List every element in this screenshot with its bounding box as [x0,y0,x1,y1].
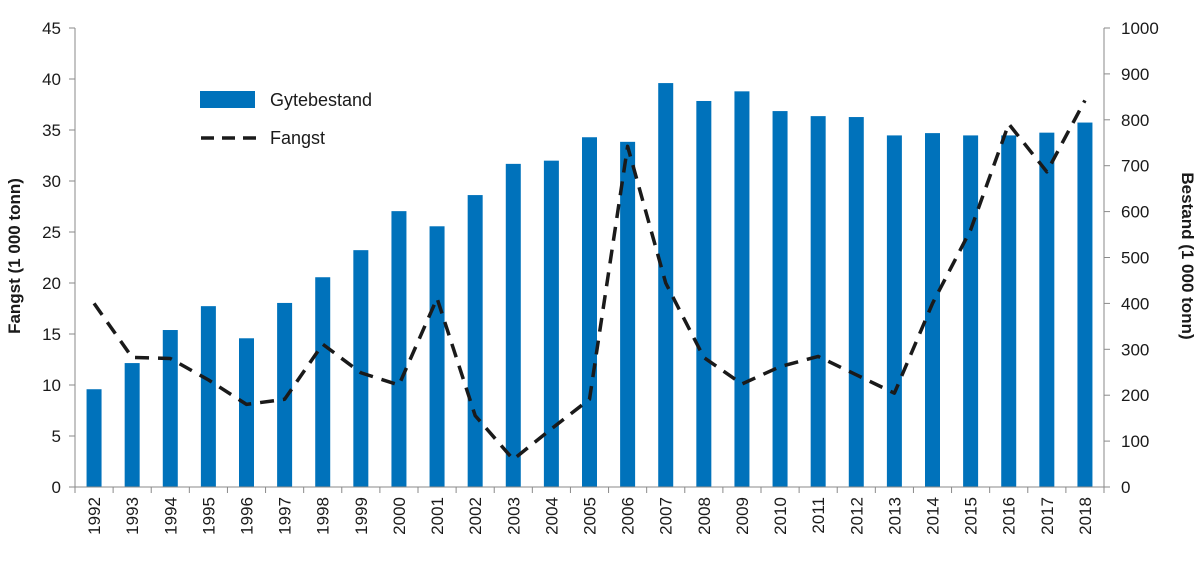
bar-2013 [887,135,902,487]
y-left-tick-label-15: 15 [42,325,61,344]
y-left-tick-label-20: 20 [42,274,61,293]
x-tick-label-2017: 2017 [1038,497,1057,535]
x-tick-label-2003: 2003 [504,497,523,535]
x-tick-label-1997: 1997 [276,497,295,535]
legend: Gytebestand Fangst [200,90,372,148]
x-tick-label-1992: 1992 [85,497,104,535]
bar-2011 [811,116,826,487]
y-left-tick-label-35: 35 [42,121,61,140]
bar-1999 [353,250,368,487]
y-left-tick-label-25: 25 [42,223,61,242]
y-axis-right-title: Bestand (1 000 tonn) [1178,172,1197,339]
x-tick-label-2001: 2001 [428,497,447,535]
bar-1992 [87,389,102,487]
y-left-tick-label-30: 30 [42,172,61,191]
y-right-tick-label-500: 500 [1121,249,1149,268]
bar-2017 [1039,133,1054,487]
bar-2004 [544,161,559,487]
bar-1998 [315,277,330,487]
bar-2012 [849,117,864,487]
x-tick-label-1998: 1998 [314,497,333,535]
x-tick-label-1993: 1993 [123,497,142,535]
x-tick-label-2010: 2010 [771,497,790,535]
bar-2003 [506,164,521,487]
bar-2010 [773,111,788,487]
x-tick-label-2002: 2002 [466,497,485,535]
y-right-tick-label-200: 200 [1121,386,1149,405]
bar-2016 [1001,135,1016,487]
x-tick-label-2015: 2015 [962,497,981,535]
bar-1993 [125,363,140,487]
y-right-tick-label-900: 900 [1121,65,1149,84]
y-right-tick-label-100: 100 [1121,432,1149,451]
y-right-tick-label-800: 800 [1121,111,1149,130]
x-tick-label-2011: 2011 [809,497,828,534]
y-right-tick-label-0: 0 [1121,478,1130,497]
y-left-tick-label-5: 5 [52,427,61,446]
bar-1995 [201,306,216,487]
x-tick-label-2000: 2000 [390,497,409,535]
bar-1997 [277,303,292,487]
bar-2002 [468,195,483,487]
bar-1996 [239,338,254,487]
bar-2008 [696,101,711,487]
bar-2000 [391,211,406,487]
bar-2006 [620,142,635,487]
x-tick-label-2008: 2008 [695,497,714,535]
x-tick-label-2013: 2013 [885,497,904,535]
x-tick-label-1995: 1995 [199,497,218,535]
x-tick-label-2018: 2018 [1076,497,1095,535]
x-tick-label-2004: 2004 [542,497,561,535]
y-right-tick-label-300: 300 [1121,340,1149,359]
y-right-tick-label-400: 400 [1121,294,1149,313]
y-left-tick-label-45: 45 [42,19,61,38]
bar-2015 [963,135,978,487]
bar-2001 [430,226,445,487]
x-tick-label-1994: 1994 [161,497,180,535]
bar-2009 [734,91,749,487]
y-left-tick-label-0: 0 [52,478,61,497]
x-tick-label-2007: 2007 [657,497,676,535]
x-tick-label-2016: 2016 [1000,497,1019,535]
bar-2018 [1077,123,1092,487]
bar-1994 [163,330,178,487]
y-left-tick-label-10: 10 [42,376,61,395]
y-right-tick-label-1000: 1000 [1121,19,1159,38]
y-left-tick-label-40: 40 [42,70,61,89]
y-axis-left-title: Fangst (1 000 tonn) [5,178,24,334]
x-tick-label-2009: 2009 [733,497,752,535]
legend-label-fangst: Fangst [270,128,325,148]
legend-label-gytebestand: Gytebestand [270,90,372,110]
x-tick-label-2006: 2006 [619,497,638,535]
y-right-tick-label-600: 600 [1121,203,1149,222]
y-right-tick-label-700: 700 [1121,157,1149,176]
bar-2014 [925,133,940,487]
x-tick-label-2014: 2014 [924,497,943,535]
bar-2005 [582,137,597,487]
legend-swatch-gytebestand [200,91,255,108]
x-tick-label-2012: 2012 [847,497,866,535]
x-tick-label-1999: 1999 [352,497,371,535]
x-tick-label-2005: 2005 [581,497,600,535]
x-tick-label-1996: 1996 [238,497,257,535]
